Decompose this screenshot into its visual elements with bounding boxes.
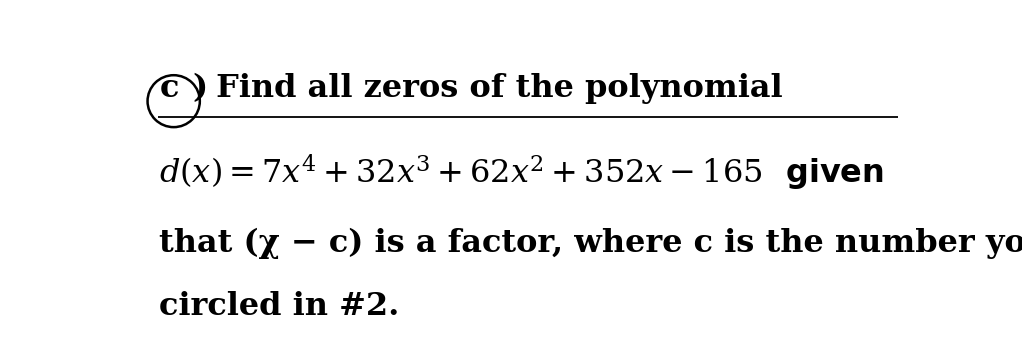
Text: ): ) [193, 73, 207, 104]
Text: c: c [159, 73, 179, 104]
Text: $d(x) = 7x^4 + 32x^3 + 62x^2 + 352x - 165$  given: $d(x) = 7x^4 + 32x^3 + 62x^2 + 352x - 16… [159, 153, 884, 193]
Text: Find all zeros of the polynomial: Find all zeros of the polynomial [205, 73, 783, 104]
Text: that (χ − c) is a factor, where c is the number you: that (χ − c) is a factor, where c is the… [159, 227, 1022, 258]
Text: circled in #2.: circled in #2. [159, 291, 400, 322]
